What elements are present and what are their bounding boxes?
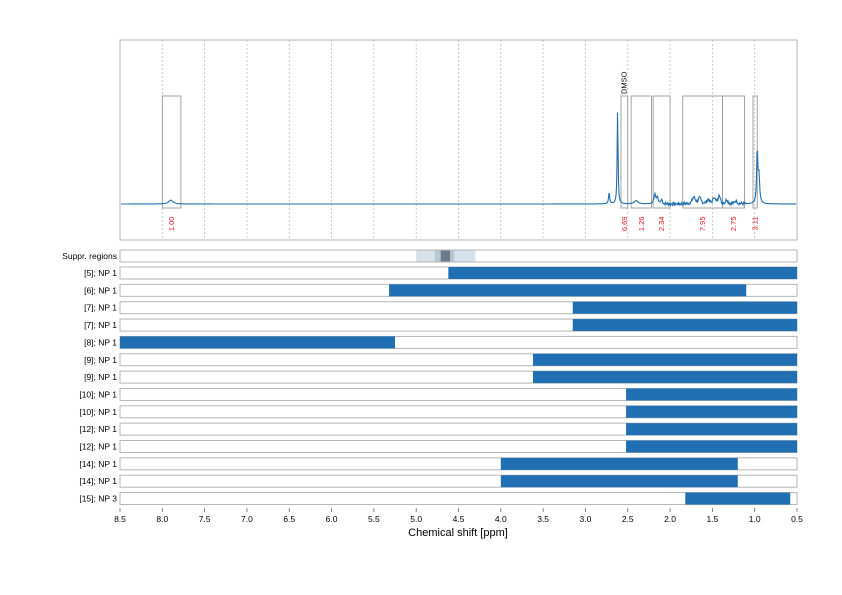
x-tick-label: 3.0 xyxy=(580,514,592,524)
spectrum-panel: 1.00 6.69 DMSO 1.26 2.34 7.95 2.75 3.11 xyxy=(119,39,798,241)
integration-box xyxy=(630,95,652,209)
row-bar xyxy=(389,284,747,297)
integral-label: 2.75 xyxy=(729,217,738,232)
integration-box xyxy=(620,95,629,209)
row-bar xyxy=(626,405,797,418)
row-label: [14]; NP 1 xyxy=(79,459,117,469)
x-tick-label: 8.5 xyxy=(114,514,126,524)
row-label: [9]; NP 1 xyxy=(84,355,117,365)
x-tick-label: 2.5 xyxy=(622,514,634,524)
integration-box xyxy=(722,95,745,209)
x-tick-label: 1.0 xyxy=(749,514,761,524)
suppression-region xyxy=(440,250,451,262)
row-track xyxy=(119,492,798,506)
row-label: [12]; NP 1 xyxy=(79,424,117,434)
integration-box xyxy=(161,95,182,209)
row-bar xyxy=(572,301,797,314)
x-tick-label: 2.0 xyxy=(664,514,676,524)
integration-box xyxy=(652,95,671,209)
integral-label: 2.34 xyxy=(657,217,666,232)
suppression-label: Suppr. regions xyxy=(62,251,117,261)
x-tick-label: 4.5 xyxy=(453,514,465,524)
integral-label: 1.00 xyxy=(167,217,176,232)
x-tick-label: 1.5 xyxy=(706,514,718,524)
integral-label: 6.69 xyxy=(620,217,629,232)
suppression-regions-panel: Suppr. regions xyxy=(62,249,798,263)
row-label: [5]; NP 1 xyxy=(84,268,117,278)
row-bar xyxy=(626,423,797,436)
row-bar xyxy=(448,267,797,279)
row-bar xyxy=(500,457,738,470)
x-axis: 8.5 8.0 7.5 7.0 6.5 6.0 5.5 5.0 4.5 4.0 3.5 3.0 2.5 2… xyxy=(114,508,803,524)
x-tick-label: 5.0 xyxy=(410,514,422,524)
row-label: [7]; NP 1 xyxy=(84,320,117,330)
x-tick-label: 8.0 xyxy=(156,514,168,524)
row-label: [10]; NP 1 xyxy=(79,407,117,417)
row-bar xyxy=(532,353,797,366)
dmso-annotation: DMSO xyxy=(619,71,628,94)
x-tick-label: 0.5 xyxy=(791,514,803,524)
row-label: [7]; NP 1 xyxy=(84,303,117,313)
row-label: [14]; NP 1 xyxy=(79,476,117,486)
row-label: [8]; NP 1 xyxy=(84,337,117,347)
nmr-rows-panel: [5]; NP 1 [6]; NP 1 [7]; NP 1 [7]; NP 1 [8];… xyxy=(79,266,798,506)
x-axis-label: Chemical shift [ppm] xyxy=(408,527,508,539)
x-tick-label: 6.0 xyxy=(326,514,338,524)
spectrum-line xyxy=(121,112,796,208)
x-tick-label: 4.0 xyxy=(495,514,507,524)
x-tick-label: 5.5 xyxy=(368,514,380,524)
row-bar xyxy=(532,371,797,384)
x-tick-label: 6.5 xyxy=(283,514,295,524)
row-bar xyxy=(120,336,396,349)
integral-label: 3.11 xyxy=(751,217,760,231)
row-bar xyxy=(626,388,797,401)
row-label: [6]; NP 1 xyxy=(84,285,117,295)
row-bar xyxy=(626,440,797,453)
row-bar xyxy=(500,475,738,488)
integral-label: 1.26 xyxy=(637,217,646,232)
x-tick-label: 7.0 xyxy=(241,514,253,524)
row-label: [9]; NP 1 xyxy=(84,372,117,382)
row-bar xyxy=(572,319,797,332)
row-label: [10]; NP 1 xyxy=(79,389,117,399)
row-label: [15]; NP 3 xyxy=(79,494,117,504)
row-bar xyxy=(685,492,791,505)
x-tick-label: 3.5 xyxy=(537,514,549,524)
row-label: [12]; NP 1 xyxy=(79,442,117,452)
integral-label: 7.95 xyxy=(698,217,707,232)
x-tick-label: 7.5 xyxy=(199,514,211,524)
